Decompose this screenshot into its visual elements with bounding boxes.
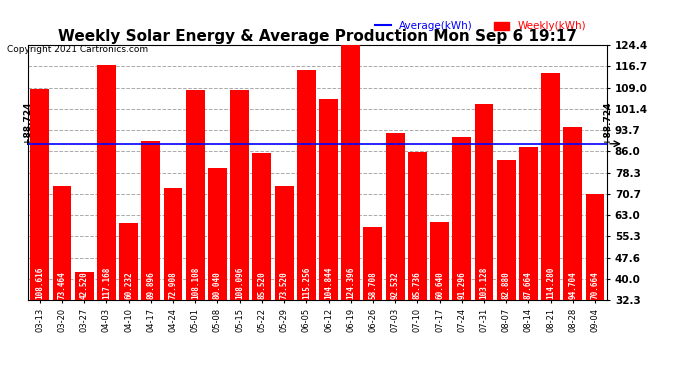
Text: 73.520: 73.520 [279,271,288,298]
Text: 42.520: 42.520 [80,271,89,298]
Text: 108.096: 108.096 [235,266,244,298]
Bar [164,188,182,300]
Bar [97,65,116,300]
Bar [541,73,560,300]
Text: 58.708: 58.708 [368,271,377,298]
Text: 60.640: 60.640 [435,271,444,298]
Text: 104.844: 104.844 [324,266,333,298]
Bar [453,136,471,300]
Text: 94.704: 94.704 [569,271,578,298]
Bar [297,70,316,300]
Bar [52,186,72,300]
Bar [430,222,449,300]
Text: 91.296: 91.296 [457,271,466,298]
Text: 103.128: 103.128 [480,266,489,298]
Text: 114.280: 114.280 [546,266,555,298]
Bar [364,227,382,300]
Bar [119,223,138,300]
Text: 80.040: 80.040 [213,271,222,298]
Text: Copyright 2021 Cartronics.com: Copyright 2021 Cartronics.com [7,45,148,54]
Legend: Average(kWh), Weekly(kWh): Average(kWh), Weekly(kWh) [371,17,591,35]
Text: +88.724: +88.724 [602,101,612,144]
Text: 60.232: 60.232 [124,271,133,298]
Bar [586,194,604,300]
Bar [408,152,427,300]
Text: 85.736: 85.736 [413,271,422,298]
Text: 82.880: 82.880 [502,271,511,298]
Title: Weekly Solar Energy & Average Production Mon Sep 6 19:17: Weekly Solar Energy & Average Production… [58,29,577,44]
Text: 72.908: 72.908 [168,271,177,298]
Text: 115.256: 115.256 [302,266,310,298]
Text: 108.108: 108.108 [190,266,200,298]
Bar [253,153,271,300]
Text: +88.724: +88.724 [23,101,32,144]
Text: 73.464: 73.464 [57,271,66,298]
Bar [563,127,582,300]
Text: 89.896: 89.896 [146,271,155,298]
Bar [141,141,160,300]
Text: 124.396: 124.396 [346,266,355,298]
Text: 70.664: 70.664 [591,271,600,298]
Text: 87.664: 87.664 [524,271,533,298]
Text: 117.168: 117.168 [102,266,111,298]
Bar [386,133,404,300]
Bar [186,90,205,300]
Bar [275,186,293,300]
Bar [519,147,538,300]
Bar [75,272,94,300]
Bar [319,99,338,300]
Bar [208,168,227,300]
Text: 92.532: 92.532 [391,271,400,298]
Bar [342,45,360,300]
Bar [30,89,49,300]
Text: 108.616: 108.616 [35,266,44,298]
Bar [230,90,249,300]
Bar [475,104,493,300]
Text: 85.520: 85.520 [257,271,266,298]
Bar [497,160,515,300]
